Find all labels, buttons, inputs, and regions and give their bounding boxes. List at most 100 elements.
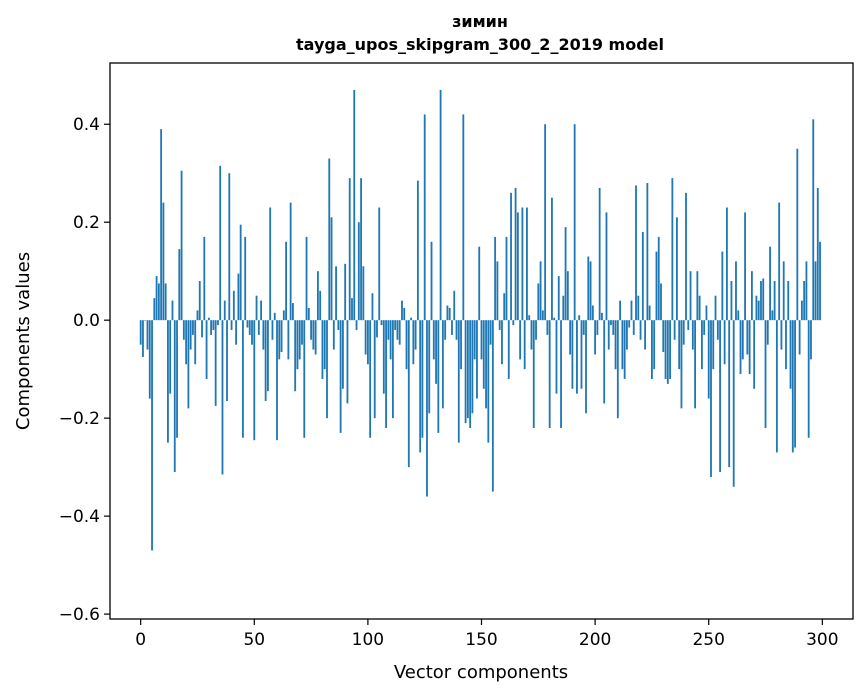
bar — [676, 217, 678, 321]
bar — [294, 320, 297, 392]
bar — [530, 320, 533, 350]
bar — [791, 320, 794, 453]
bar — [619, 300, 622, 321]
y-tick-label: 0.2 — [73, 213, 100, 233]
bar — [364, 320, 367, 355]
y-tick-label: −0.6 — [59, 605, 100, 625]
bar — [641, 232, 644, 321]
bar — [796, 148, 799, 321]
bar — [539, 261, 542, 321]
bar — [507, 320, 510, 379]
bar — [526, 207, 528, 321]
bar — [769, 246, 771, 321]
bar — [167, 320, 169, 443]
bar — [753, 320, 756, 389]
bar — [151, 320, 153, 551]
bar — [373, 320, 376, 419]
bar — [278, 320, 281, 360]
bar — [569, 320, 572, 355]
bar — [582, 320, 585, 335]
bar — [298, 320, 301, 360]
bar — [182, 320, 185, 340]
bar — [403, 307, 406, 321]
bar — [666, 320, 669, 384]
bar — [719, 320, 721, 473]
bar — [762, 278, 765, 321]
bar — [421, 320, 424, 438]
bar — [607, 320, 610, 350]
bar — [700, 320, 703, 370]
bar — [341, 320, 344, 389]
bar — [644, 320, 647, 350]
bar — [348, 178, 351, 321]
bar — [785, 320, 787, 370]
bar — [694, 320, 696, 409]
bar — [462, 114, 465, 321]
bar — [566, 271, 569, 321]
bar — [285, 241, 287, 321]
bar — [201, 320, 203, 338]
bar — [189, 320, 192, 350]
bar — [273, 312, 276, 321]
bar — [798, 320, 801, 355]
bar — [555, 320, 558, 394]
bar — [148, 320, 151, 399]
bar — [737, 310, 740, 321]
bar — [435, 320, 437, 384]
bar — [319, 290, 322, 321]
y-tick-label: −0.4 — [59, 507, 100, 527]
bar — [514, 187, 517, 321]
bar — [519, 320, 522, 360]
bar — [528, 315, 531, 321]
bar — [596, 320, 599, 335]
bar — [228, 173, 231, 321]
bar — [426, 320, 428, 497]
bar — [444, 320, 447, 340]
bar — [601, 312, 603, 321]
bar — [485, 320, 487, 409]
x-axis-label: Vector components — [394, 662, 568, 683]
y-axis-label: Components values — [13, 252, 34, 430]
chart-subtitle: tayga_upos_skipgram_300_2_2019 model — [296, 35, 664, 54]
bar — [242, 320, 244, 438]
bar — [337, 320, 340, 330]
bar — [521, 207, 524, 321]
bar — [262, 320, 265, 350]
bar — [453, 290, 456, 321]
bar — [591, 305, 594, 321]
bar — [387, 320, 390, 340]
bar — [662, 320, 665, 353]
bar — [544, 124, 547, 321]
bar — [548, 320, 551, 428]
bar — [725, 207, 728, 321]
bar — [203, 236, 206, 321]
bar — [260, 300, 263, 321]
bar — [362, 266, 365, 321]
bar — [335, 266, 337, 321]
bar — [494, 236, 497, 321]
bar — [210, 320, 213, 335]
bar — [378, 207, 381, 321]
bar — [455, 320, 458, 340]
bar — [439, 89, 442, 321]
bar — [437, 320, 440, 433]
bar — [380, 320, 383, 326]
bar — [357, 222, 360, 321]
bar — [755, 295, 758, 321]
bar — [491, 320, 494, 492]
bar — [682, 320, 685, 345]
bar — [716, 320, 719, 340]
bar — [585, 320, 587, 414]
bar — [639, 320, 642, 340]
bar — [778, 202, 781, 321]
bar — [457, 320, 460, 443]
bar — [757, 300, 760, 321]
bar — [405, 320, 408, 370]
bar — [205, 320, 208, 379]
bar — [223, 300, 226, 321]
bar — [185, 320, 188, 365]
bar — [516, 212, 519, 321]
bar — [157, 283, 160, 321]
bar — [321, 320, 324, 379]
bar — [655, 251, 658, 321]
